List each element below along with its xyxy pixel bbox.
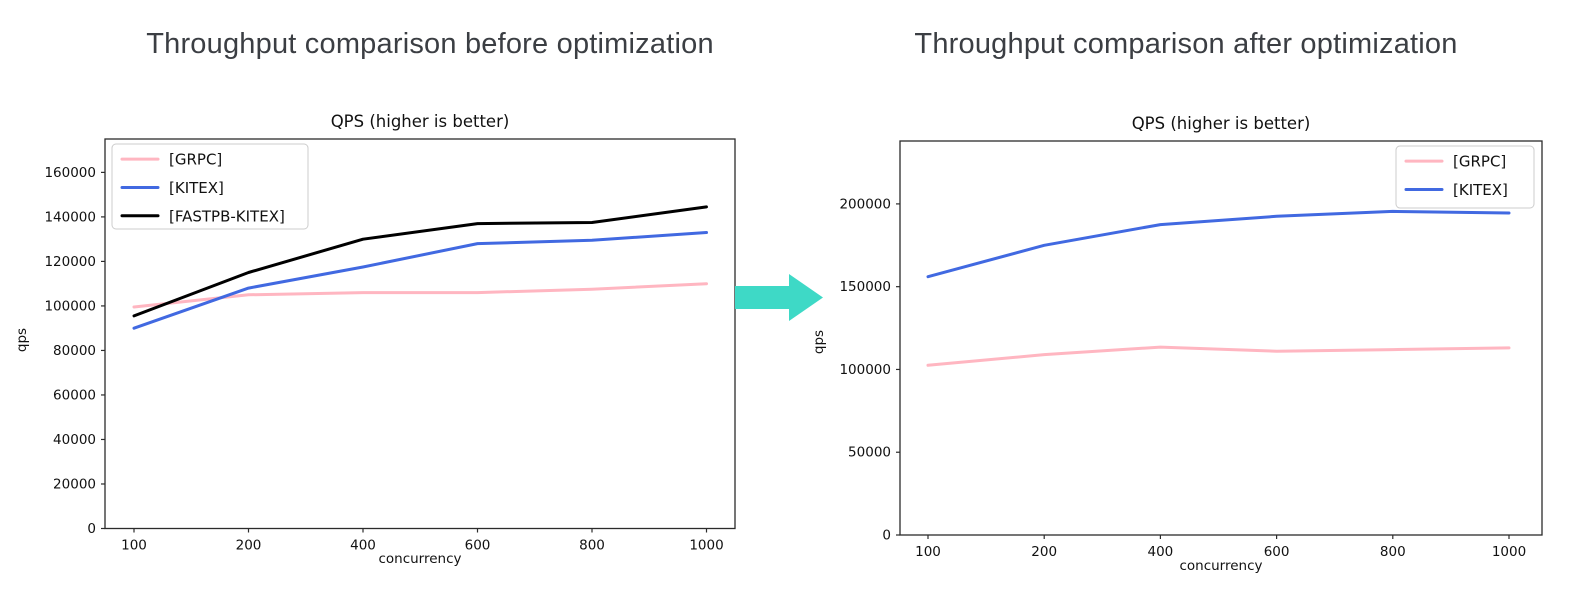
x-tick-label: 600 [465,538,491,554]
before-chart-heading: Throughput comparison before optimizatio… [146,28,714,60]
x-tick-label: 1000 [689,538,723,554]
legend-label: [KITEX] [1453,181,1508,199]
legend-label: [GRPC] [1453,153,1506,171]
x-tick-label: 800 [579,538,605,554]
y-tick-label: 160000 [44,165,96,181]
x-axis-label: concurrency [378,551,461,567]
y-tick-label: 0 [882,528,891,544]
plot-frame [104,138,736,530]
y-tick-label: 40000 [53,432,96,448]
y-tick-label: 100000 [44,298,96,314]
x-tick-label: 800 [1380,544,1406,560]
y-tick-label: 50000 [848,445,891,461]
series-line-[GRPC] [132,282,708,309]
legend-label: [FASTPB-KITEX] [169,207,285,225]
chart-title: QPS (higher is better) [1132,114,1311,133]
x-tick-label: 200 [236,538,262,554]
series-line-[GRPC] [926,345,1511,367]
x-tick-label: 200 [1031,544,1057,560]
x-tick-label: 600 [1264,544,1290,560]
y-tick-label: 60000 [53,387,96,403]
chart-title: QPS (higher is better) [331,112,510,131]
x-tick-label: 1000 [1492,544,1526,560]
legend-label: [KITEX] [169,179,224,197]
after-chart-heading: Throughput comparison after optimization [914,28,1458,60]
before-optimization-chart: 0 20000 40000 60000 80000 100000 120000 140000 1… [14,112,736,567]
y-tick-label: 20000 [53,476,96,492]
series-line-[KITEX] [132,231,708,330]
series-line-[FASTPB-KITEX] [132,205,708,318]
y-tick-label: 140000 [44,209,96,225]
y-tick-label: 100000 [839,362,891,378]
x-tick-label: 100 [121,538,147,554]
y-tick-label: 150000 [839,279,891,295]
series-line-[KITEX] [926,209,1511,279]
x-tick-label: 100 [915,544,941,560]
y-tick-label: 200000 [839,196,891,212]
right-arrow-icon [735,274,823,321]
transition-arrow-container [735,274,823,321]
y-tick-label: 0 [87,521,96,537]
x-axis-label: concurrency [1179,558,1262,574]
x-tick-label: 400 [1148,544,1174,560]
legend-label: [GRPC] [169,151,222,169]
y-tick-label: 80000 [53,343,96,359]
plot-frame [899,140,1543,536]
y-tick-label: 120000 [44,254,96,270]
y-axis-label: qps [14,328,30,352]
y-axis-label: qps [811,330,827,354]
legend-box [111,143,309,230]
x-tick-label: 400 [350,538,376,554]
